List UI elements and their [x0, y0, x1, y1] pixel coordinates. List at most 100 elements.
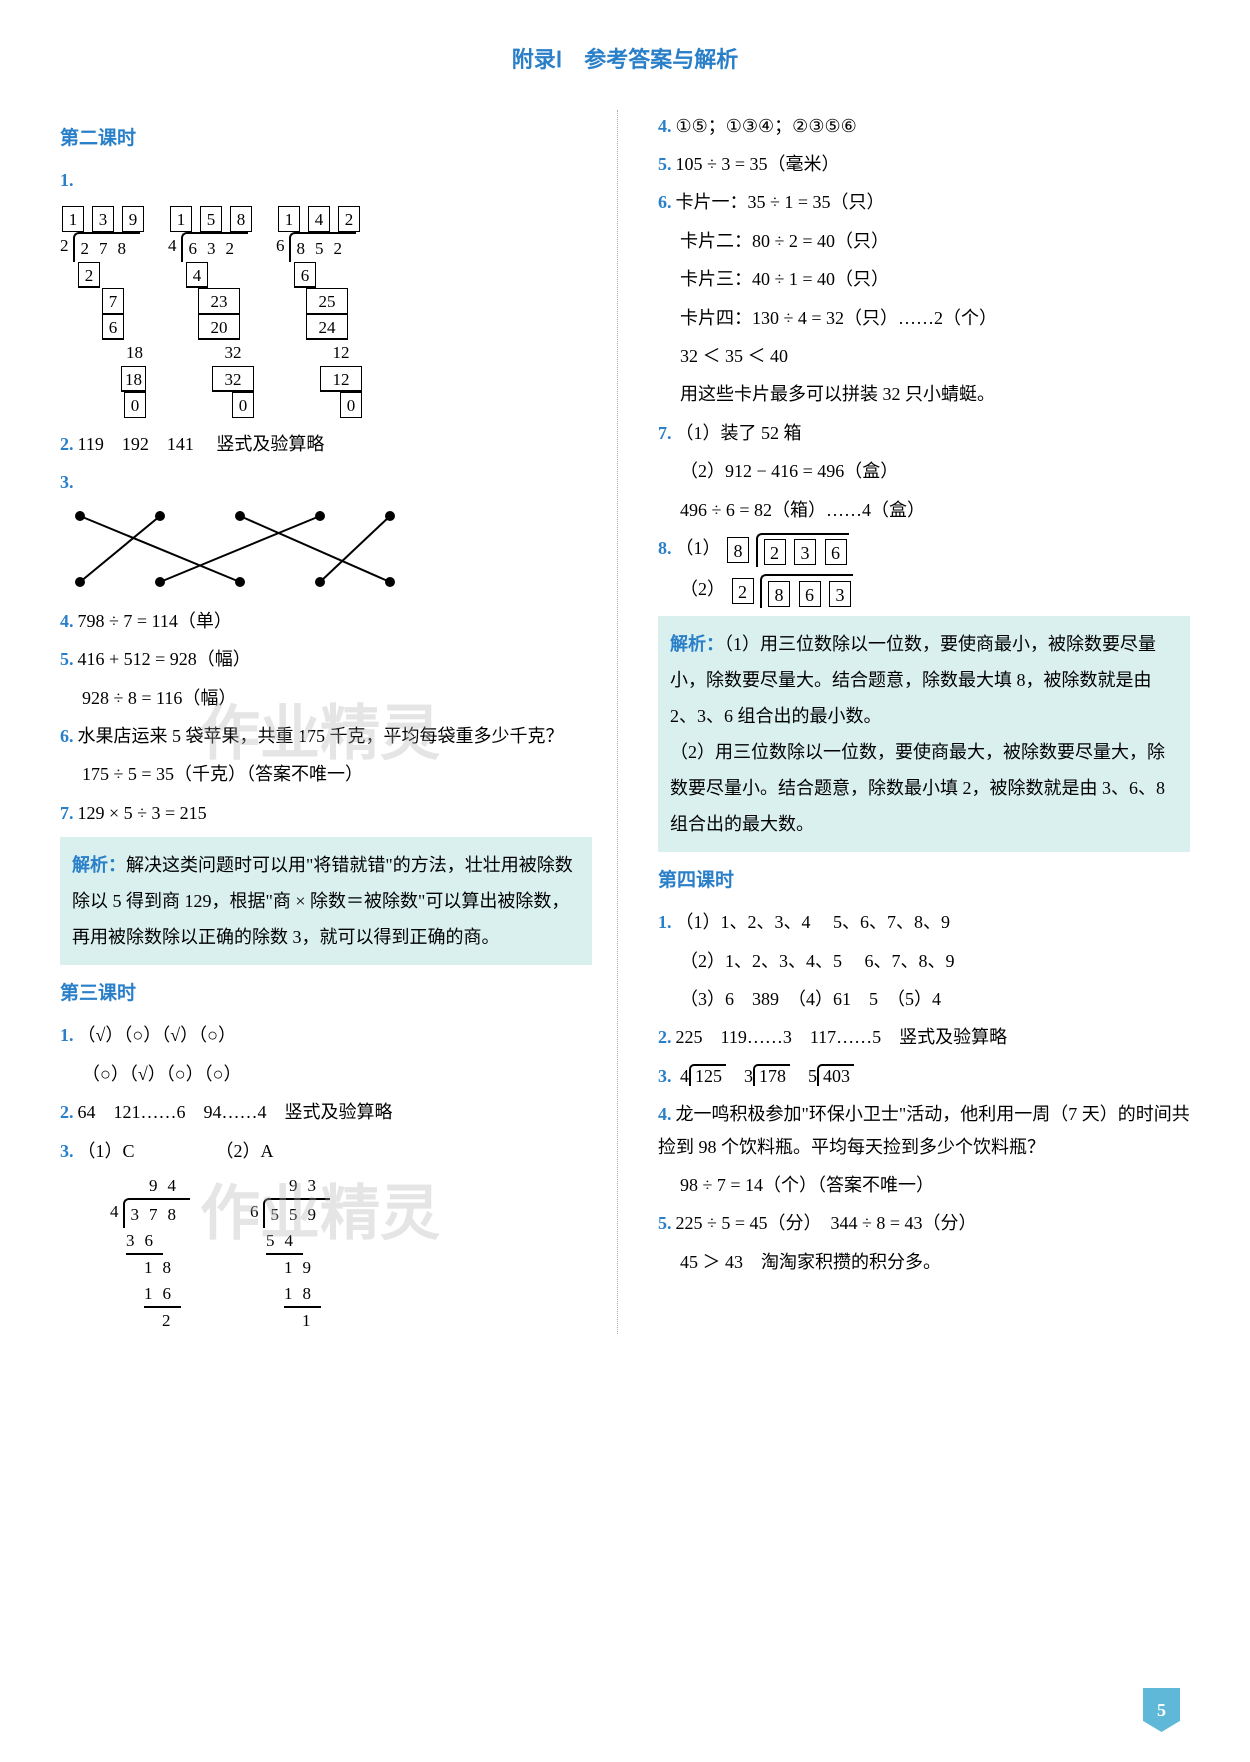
s3q1-text1: （√）（○）（√）（○） [78, 1025, 237, 1045]
analysis-label-2: 解析： [670, 634, 724, 654]
s4q2-text: 225 119……3 117……5 竖式及验算略 [676, 1027, 1008, 1047]
quotient-box: 8 [230, 206, 252, 232]
s4q1-1: （1）1、2、3、4 5、6、7、8、9 [676, 912, 951, 932]
page: 作业精灵 作业精灵 附录Ⅰ 参考答案与解析 第二课时 1. 1 3 9 2 27… [0, 0, 1250, 1762]
r-q5-text: 105 ÷ 3 = 35（毫米） [676, 154, 840, 174]
div-symbol: 8 6 3 [760, 574, 853, 608]
s3q3-1-label: （1）C [78, 1141, 135, 1161]
divisor: 4 [168, 232, 181, 259]
s4q2-num: 2. [658, 1021, 672, 1053]
longdiv-3: 1 4 2 6 852 6 25 24 12 12 0 [276, 206, 364, 418]
quotient-box: 5 [200, 206, 222, 232]
q8-1-d2: 6 [825, 539, 847, 565]
s4q5-1: 225 ÷ 5 = 45（分） 344 ÷ 8 = 43（分） [676, 1213, 977, 1233]
quotient-box: 1 [170, 206, 192, 232]
quotient-box: 3 [92, 206, 114, 232]
q6-num: 6. [60, 720, 74, 752]
q8-2-d2: 3 [829, 581, 851, 607]
r-q4-text: ①⑤；①③④；②③⑤⑥ [676, 116, 857, 136]
r-q8-num: 8. [658, 532, 672, 564]
r-q6-num: 6. [658, 186, 672, 218]
r-q6-4: 32 ＜ 35 ＜ 40 [680, 346, 788, 366]
s4q5-num: 5. [658, 1207, 672, 1239]
page-header: 附录Ⅰ 参考答案与解析 [60, 40, 1190, 80]
longdiv-row: 1 3 9 2 278 2 7 6 18 18 0 [60, 206, 592, 418]
s3q1-text2: （○）（√）（○）（○） [82, 1064, 242, 1084]
s4q3-divs: 412531785403 [680, 1066, 872, 1086]
matching-diagram [60, 504, 410, 594]
q7-text: 129 × 5 ÷ 3 = 215 [78, 803, 207, 823]
r-q6-0: 卡片一：35 ÷ 1 = 35（只） [676, 192, 885, 212]
s3q2-text: 64 121……6 94……4 竖式及验算略 [78, 1102, 393, 1122]
q3-num: 3. [60, 466, 74, 498]
q8-2-divisor: 2 [732, 578, 754, 604]
step-val: 32 [212, 340, 254, 366]
q5-num: 5. [60, 643, 74, 675]
r-q8-label2: （2） [680, 579, 725, 599]
step-box: 2 [78, 262, 100, 288]
longdiv-b: 9365595419181 [250, 1173, 330, 1334]
q4-text: 798 ÷ 7 = 114（单） [78, 611, 232, 631]
step-box: 4 [186, 262, 208, 288]
longdiv-a: 9443783618162 [110, 1173, 190, 1334]
dividend: 852 [289, 232, 357, 262]
divisor: 2 [60, 232, 73, 259]
right-column: 4.①⑤；①③④；②③⑤⑥ 5.105 ÷ 3 = 35（毫米） 6.卡片一：3… [648, 110, 1190, 1334]
quotient-box: 1 [62, 206, 84, 232]
left-column: 第二课时 1. 1 3 9 2 278 2 7 6 [60, 110, 618, 1334]
step-box: 25 [306, 288, 348, 314]
q8-2-d0: 8 [768, 581, 790, 607]
q4-num: 4. [60, 605, 74, 637]
div-symbol: 2 3 6 [756, 533, 849, 567]
longdiv-2: 1 5 8 4 632 4 23 20 32 32 0 [168, 206, 256, 418]
r-q6-2: 卡片三：40 ÷ 1 = 40（只） [680, 269, 889, 289]
r-q7-2: （2）912 − 416 = 496（盒） [680, 461, 898, 481]
r-q7-3: 496 ÷ 6 = 82（箱）……4（盒） [680, 500, 925, 520]
columns: 第二课时 1. 1 3 9 2 278 2 7 6 [60, 110, 1190, 1334]
r-q6-1: 卡片二：80 ÷ 2 = 40（只） [680, 231, 889, 251]
step-box: 20 [198, 314, 240, 340]
analysis-label: 解析： [72, 855, 126, 875]
step-box: 18 [121, 366, 146, 392]
dividend: 278 [73, 232, 141, 262]
s4q4-num: 4. [658, 1098, 672, 1130]
q6-text2: 175 ÷ 5 = 35（千克）（答案不唯一） [82, 764, 363, 784]
r-q8-label1: （1） [676, 538, 721, 558]
q5-text2: 928 ÷ 8 = 116（幅） [82, 688, 236, 708]
step-val: 18 [123, 340, 146, 366]
analysis-box-1: 解析：解决这类问题时可以用"将错就错"的方法，壮壮用被除数除以 5 得到商 12… [60, 837, 592, 965]
q8-2-d1: 6 [799, 581, 821, 607]
step-box: 6 [294, 262, 316, 288]
quotient-box: 2 [338, 206, 360, 232]
quotient-box: 1 [278, 206, 300, 232]
q1-label: 1. [60, 164, 74, 196]
analysis-text: 解决这类问题时可以用"将错就错"的方法，壮壮用被除数除以 5 得到商 129，根… [72, 855, 573, 947]
r-q5-num: 5. [658, 148, 672, 180]
q5-text1: 416 + 512 = 928（幅） [78, 649, 251, 669]
s3q2-num: 2. [60, 1096, 74, 1128]
quotient-box: 9 [122, 206, 144, 232]
step-box: 32 [212, 366, 254, 392]
r-q6-5: 用这些卡片最多可以拼装 32 只小蜻蜓。 [680, 384, 995, 404]
s4q4-1: 龙一鸣积极参加"环保小卫士"活动，他利用一周（7 天）的时间共捡到 98 个饮料… [658, 1104, 1190, 1156]
section-3-title: 第三课时 [60, 977, 592, 1011]
r-q7-1: （1）装了 52 箱 [676, 423, 802, 443]
divisor: 6 [276, 232, 289, 259]
step-box: 0 [124, 392, 146, 418]
quotient-box: 4 [308, 206, 330, 232]
step-box: 7 [102, 288, 124, 314]
s4q1-3: （3）6 389 （4）61 5 （5）4 [680, 989, 941, 1009]
s4q3-num: 3. [658, 1060, 672, 1092]
q8-1-divisor: 8 [727, 537, 749, 563]
q8-1-d1: 3 [794, 539, 816, 565]
s4q4-2: 98 ÷ 7 = 14（个）（答案不唯一） [680, 1175, 934, 1195]
analysis-text-2: （1）用三位数除以一位数，要使商最小，被除数要尽量小，除数要尽量大。结合题意，除… [670, 634, 1165, 834]
step-val: 12 [320, 340, 362, 366]
step-box: 24 [306, 314, 348, 340]
page-number: 5 [1143, 1688, 1180, 1732]
step-box: 23 [198, 288, 240, 314]
s3q1-num: 1. [60, 1019, 74, 1051]
step-box: 12 [320, 366, 362, 392]
step-box: 6 [102, 314, 124, 340]
dividend: 632 [181, 232, 249, 262]
